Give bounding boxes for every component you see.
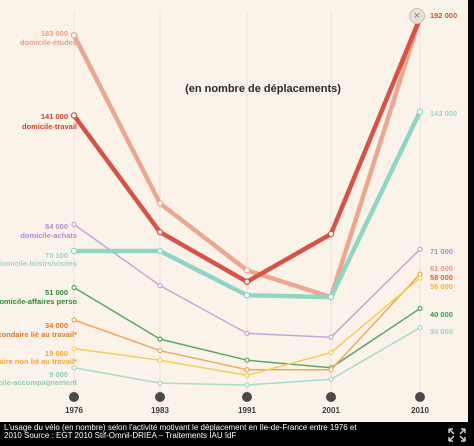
series-name-label: secondaire lié au travail*: [0, 330, 77, 339]
start-value-label: 141 000: [41, 112, 68, 121]
x-tick-label: 1976: [65, 406, 83, 415]
data-point: [71, 365, 77, 371]
end-value-label: 192 000: [430, 11, 457, 20]
data-point: [71, 317, 77, 323]
data-point: [70, 247, 78, 255]
data-point: [327, 293, 335, 301]
data-point: [243, 267, 251, 274]
data-point: [328, 349, 334, 356]
data-point: [328, 367, 334, 373]
data-point: [70, 112, 78, 119]
series-name-label: secondaire non lié au travail*: [0, 357, 77, 366]
start-value-label: 84 000: [45, 222, 68, 231]
data-point: [244, 367, 250, 373]
caption-line-2: 2010 Source : EGT 2010 Stif-Omnil-DRIEA …: [4, 432, 237, 440]
data-point: [416, 108, 424, 115]
close-icon: ×: [413, 9, 421, 22]
caption-line-1: L'usage du vélo (en nombre) selon l'acti…: [4, 424, 357, 432]
year-dot-1991: [242, 392, 252, 402]
data-point: [417, 275, 423, 281]
data-point: [417, 325, 423, 331]
data-point: [328, 376, 334, 382]
data-point: [156, 247, 164, 255]
data-point: [157, 283, 163, 289]
chart-subtitle: (en nombre de déplacements): [185, 83, 341, 95]
end-value-label: 40 000: [430, 310, 453, 319]
data-point: [156, 200, 164, 207]
data-point: [70, 32, 78, 39]
series-name-label: domicile-études: [20, 38, 77, 47]
series-name-label: domicile-accompagnement: [0, 378, 77, 387]
end-value-label: 61 000: [430, 264, 453, 273]
data-point: [157, 348, 163, 354]
data-point: [71, 284, 77, 291]
x-tick-label: 1983: [151, 406, 169, 415]
year-dot-1976: [69, 392, 79, 402]
x-tick-label: 2010: [411, 406, 429, 415]
year-dot-2010: [415, 392, 425, 402]
start-value-label: 51 000: [45, 288, 68, 297]
chart-svg: 1976 1983 1991 2001 2010 (en nombre de déplac…: [0, 11, 457, 415]
end-value-label: 143 000: [430, 109, 457, 118]
data-point: [71, 346, 77, 352]
data-point: [244, 330, 250, 336]
data-point: [157, 357, 163, 363]
end-value-label: 30 000: [430, 327, 453, 336]
x-tick-label: 1991: [238, 406, 256, 415]
start-value-label: 19 000: [45, 349, 68, 358]
series-name-label: domicile-achats: [20, 231, 77, 240]
series-name-label: domicile-loisirs/visites: [0, 259, 77, 268]
data-point: [244, 382, 250, 388]
chart-panel: 1976 1983 1991 2001 2010 (en nombre de déplac…: [0, 0, 468, 422]
end-value-label: 71 000: [430, 247, 453, 256]
start-value-label: 34 000: [45, 321, 68, 330]
x-tick-label: 2001: [322, 406, 340, 415]
data-point: [71, 221, 77, 227]
year-dot-1983: [155, 392, 165, 402]
data-point: [156, 228, 164, 236]
data-point: [244, 357, 250, 363]
start-value-label: 70 100: [45, 251, 68, 260]
fullscreen-button[interactable]: [446, 426, 468, 444]
data-point: [157, 380, 163, 386]
data-point: [243, 278, 251, 285]
close-button[interactable]: ×: [409, 8, 425, 24]
start-value-label: 9 000: [49, 370, 68, 379]
series-name-label: domicile-affaires perso: [0, 297, 77, 306]
start-value-label: 183 000: [41, 29, 68, 38]
data-point: [417, 246, 423, 252]
data-point: [157, 336, 163, 342]
end-value-label: 58 000: [430, 273, 453, 282]
series-name-label: domicile-travail: [22, 122, 77, 131]
fullscreen-icon: [448, 428, 466, 442]
data-point: [417, 305, 423, 312]
data-point: [327, 230, 335, 238]
data-point: [244, 372, 250, 378]
end-value-label: 56 000: [430, 282, 453, 291]
caption: L'usage du vélo (en nombre) selon l'acti…: [4, 424, 440, 440]
year-dot-2001: [326, 392, 336, 402]
data-point: [243, 292, 251, 299]
data-point: [328, 334, 334, 340]
